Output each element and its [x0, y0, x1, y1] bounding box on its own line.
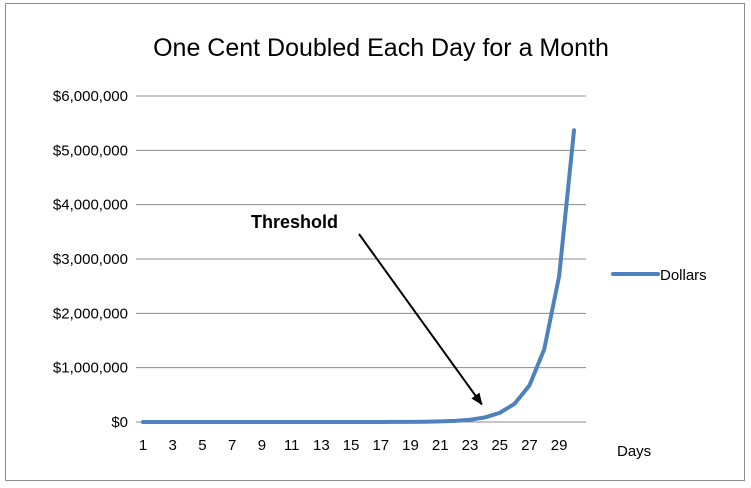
x-tick-label: 17	[372, 437, 389, 454]
data-point	[513, 402, 517, 406]
data-point	[200, 420, 204, 424]
series-line	[141, 128, 576, 424]
x-tick-label: 25	[491, 437, 508, 454]
data-point	[245, 420, 249, 424]
y-tick-label: $0	[111, 414, 128, 431]
x-tick-label: 7	[228, 437, 236, 454]
chart-title: One Cent Doubled Each Day for a Month	[153, 34, 609, 62]
data-point	[230, 420, 234, 424]
data-point	[557, 274, 561, 278]
data-point	[334, 420, 338, 424]
data-point	[215, 420, 219, 424]
data-point	[304, 420, 308, 424]
data-point	[468, 418, 472, 422]
data-point	[186, 420, 190, 424]
data-point	[141, 420, 145, 424]
y-tick-label: $2,000,000	[53, 305, 128, 322]
legend: Dollars	[611, 267, 707, 284]
legend-label: Dollars	[660, 267, 707, 284]
x-axis-title: Days	[617, 443, 651, 460]
data-point	[171, 420, 175, 424]
x-tick-label: 9	[258, 437, 266, 454]
annotation-layer: Threshold	[251, 212, 483, 406]
data-point	[319, 420, 323, 424]
data-point	[260, 420, 264, 424]
x-tick-label: 13	[313, 437, 330, 454]
gridlines	[136, 95, 586, 423]
y-tick-label: $3,000,000	[53, 251, 128, 268]
data-point	[423, 420, 427, 424]
x-tick-label: 21	[432, 437, 449, 454]
data-point	[483, 415, 487, 419]
data-point	[379, 420, 383, 424]
annotation-label: Threshold	[251, 212, 338, 232]
data-point	[572, 128, 576, 132]
data-point	[498, 411, 502, 415]
series-layer	[141, 128, 576, 424]
y-tick-label: $4,000,000	[53, 197, 128, 214]
y-axis-ticks: $0 $1,000,000 $2,000,000 $3,000,000 $4,000,0…	[53, 88, 128, 431]
data-point	[394, 420, 398, 424]
data-point	[438, 419, 442, 423]
x-tick-label: 23	[462, 437, 479, 454]
chart-frame: One Cent Doubled Each Day for a Month $0…	[5, 3, 745, 481]
data-point	[364, 420, 368, 424]
data-point	[453, 419, 457, 423]
x-tick-label: 29	[551, 437, 568, 454]
x-tick-label: 1	[139, 437, 147, 454]
y-tick-label: $6,000,000	[53, 88, 128, 105]
data-point	[156, 420, 160, 424]
chart-svg: One Cent Doubled Each Day for a Month $0…	[53, 34, 707, 460]
y-tick-label: $5,000,000	[53, 142, 128, 159]
data-point	[349, 420, 353, 424]
data-point	[527, 384, 531, 388]
data-point	[409, 420, 413, 424]
x-tick-label: 3	[169, 437, 177, 454]
annotation-arrow	[358, 233, 483, 406]
data-point	[542, 347, 546, 351]
x-tick-label: 19	[402, 437, 419, 454]
x-tick-label: 11	[284, 437, 300, 454]
x-tick-label: 15	[343, 437, 360, 454]
x-tick-label: 27	[521, 437, 538, 454]
x-tick-label: 5	[198, 437, 206, 454]
data-point	[290, 420, 294, 424]
data-point	[275, 420, 279, 424]
y-tick-label: $1,000,000	[53, 360, 128, 377]
x-axis-ticks: 1 3 5 7 9 11 13 15 17 19 21 23 25 27 29	[139, 437, 568, 454]
